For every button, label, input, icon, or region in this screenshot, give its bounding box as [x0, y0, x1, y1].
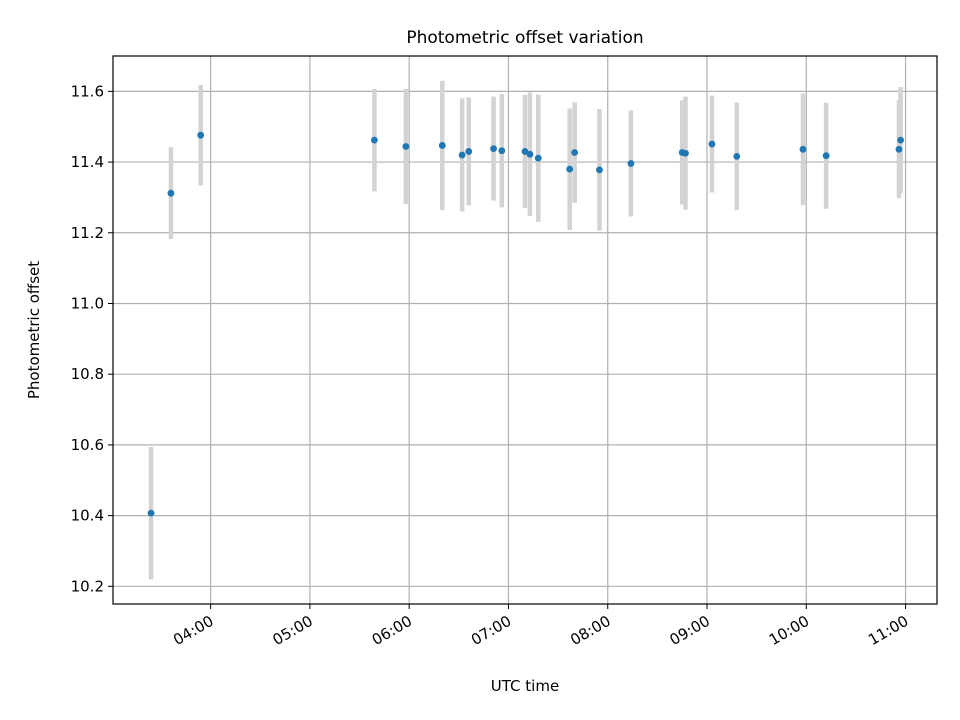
data-point	[521, 148, 529, 155]
y-tick-label: 10.6	[71, 436, 104, 454]
data-point	[627, 160, 635, 167]
x-tick-label: 08:00	[567, 612, 613, 649]
data-point	[402, 143, 410, 150]
y-tick-label: 11.4	[71, 153, 104, 171]
y-tick-label: 11.2	[71, 224, 104, 242]
data-point	[458, 151, 466, 159]
data-point	[708, 140, 716, 148]
data-point	[566, 165, 574, 173]
x-tick-label: 06:00	[369, 612, 415, 649]
data-point	[733, 153, 741, 160]
chart-title: Photometric offset variation	[406, 28, 643, 48]
data-point	[147, 509, 155, 517]
data-point	[197, 131, 205, 139]
data-points	[147, 131, 904, 517]
data-point	[822, 152, 830, 160]
x-tick-label: 04:00	[170, 612, 216, 649]
x-tick-label: 09:00	[667, 612, 713, 649]
data-point	[897, 136, 904, 144]
data-point	[490, 145, 497, 153]
x-tick-label: 10:00	[766, 612, 812, 649]
data-point	[571, 149, 579, 156]
x-tick-label: 07:00	[468, 612, 514, 649]
grid-lines	[113, 56, 937, 604]
data-point	[682, 149, 689, 157]
y-tick-label: 10.8	[71, 365, 104, 383]
data-point	[895, 145, 903, 153]
y-tick-label: 11.0	[71, 294, 104, 312]
y-tick-label: 11.6	[71, 82, 104, 100]
data-point	[596, 166, 603, 174]
data-point	[167, 189, 175, 197]
x-tick-label: 05:00	[269, 612, 315, 649]
error-bars	[148, 80, 903, 580]
data-point	[371, 136, 378, 144]
data-point	[534, 154, 542, 162]
data-point	[526, 150, 534, 158]
plot-frame	[112, 55, 938, 605]
data-point	[799, 145, 807, 153]
y-axis-label: Photometric offset	[25, 261, 43, 399]
x-tick-label: 11:00	[865, 612, 911, 649]
x-axis-label: UTC time	[491, 677, 559, 695]
axis-ticks: 04:00 05:00 06:00 07:00 08:00 09:00 10:00 11:00…	[71, 82, 912, 649]
data-point	[438, 142, 446, 149]
data-point	[465, 148, 473, 155]
data-point	[498, 147, 506, 155]
y-tick-label: 10.4	[71, 507, 104, 525]
y-tick-label: 10.2	[71, 577, 104, 595]
